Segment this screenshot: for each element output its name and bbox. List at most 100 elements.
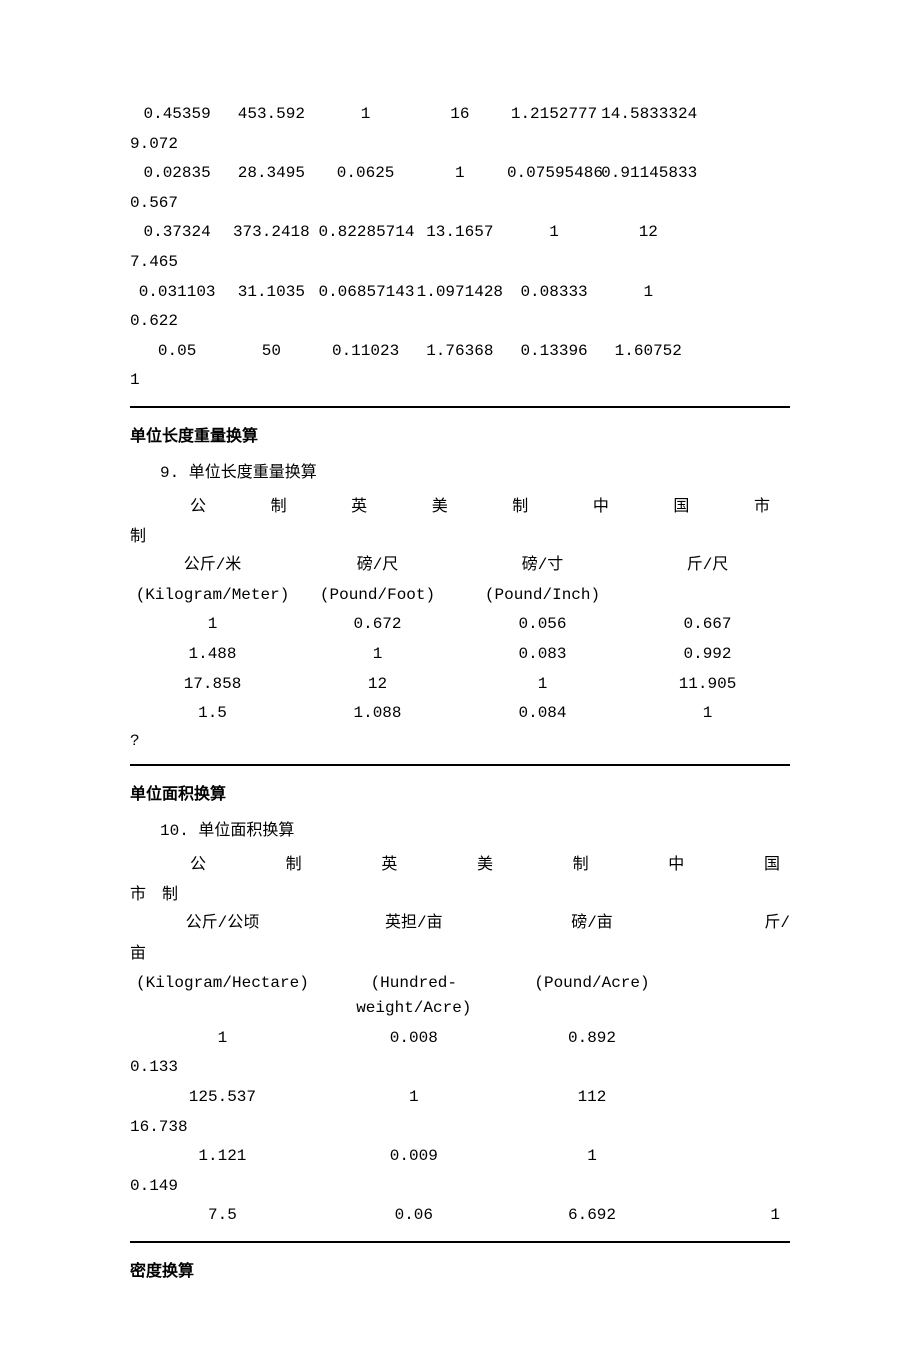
- cell: 0.07595486: [507, 161, 601, 187]
- cell: [695, 161, 789, 187]
- unit: 公斤/公顷: [130, 911, 315, 937]
- sys-char: 中: [668, 852, 684, 878]
- header-units: 公斤/米 磅/尺 磅/寸 斤/尺: [130, 551, 790, 581]
- cell: 1.0971428: [413, 280, 507, 306]
- table-row: 1 0.672 0.056 0.667: [130, 610, 790, 640]
- cell: 0.82285714: [318, 220, 412, 246]
- unit: 磅/尺: [295, 553, 460, 579]
- cell: 112: [513, 1085, 671, 1111]
- section-density: 密度换算: [130, 1251, 790, 1287]
- cell: 0.672: [295, 612, 460, 638]
- cell: 0.13396: [507, 339, 601, 365]
- weight-table: 0.45359 453.592 1 16 1.2152777 14.583332…: [130, 100, 790, 396]
- cell: [671, 1085, 790, 1111]
- unit-en: [625, 583, 790, 609]
- cell: 0.008: [315, 1026, 513, 1052]
- section-length-weight: 单位长度重量换算 9. 单位长度重量换算 公 制 英 美 制 中 国 市 制 公…: [130, 416, 790, 754]
- cell: 0.45359: [130, 102, 224, 128]
- cell: 1.60752: [601, 339, 695, 365]
- cell: 1: [130, 1026, 315, 1052]
- cell: 1: [513, 1144, 671, 1170]
- table-row: 1.121 0.009 1: [130, 1142, 790, 1172]
- cell: 1.76368: [413, 339, 507, 365]
- header-units-wrap: 亩: [130, 939, 790, 969]
- cell: 14.5833324: [601, 102, 695, 128]
- table-row: 17.858 12 1 11.905: [130, 670, 790, 700]
- cell: 6.692: [513, 1203, 671, 1229]
- cell: 0.031103: [130, 280, 224, 306]
- cell: 0.892: [513, 1026, 671, 1052]
- cell: 1: [295, 642, 460, 668]
- unit: 磅/亩: [513, 911, 671, 937]
- cell: 0.06: [315, 1203, 513, 1229]
- section-subtitle: 9. 单位长度重量换算: [130, 452, 790, 492]
- cell: 7.5: [130, 1203, 315, 1229]
- sys-char: 英: [381, 852, 397, 878]
- header-systems-wrap: 制: [130, 522, 790, 552]
- sys-char: 制: [286, 852, 302, 878]
- sys-char: 公: [190, 852, 206, 878]
- table-row: 1 0.008 0.892: [130, 1024, 790, 1054]
- sys-char: 国: [764, 852, 780, 878]
- cell: 0.37324: [130, 220, 224, 246]
- table-row: 0.02835 28.3495 0.0625 1 0.07595486 0.91…: [130, 159, 790, 189]
- wrap-value: 0.133: [130, 1053, 790, 1083]
- cell: 1: [130, 612, 295, 638]
- wrap-value: 0.622: [130, 307, 790, 337]
- cell: 0.06857143: [318, 280, 412, 306]
- cell: 16: [413, 102, 507, 128]
- table-row: 0.45359 453.592 1 16 1.2152777 14.583332…: [130, 100, 790, 130]
- cell: 1.488: [130, 642, 295, 668]
- sys-char: 公: [190, 494, 206, 520]
- cell: [671, 1026, 790, 1052]
- section-subtitle: 10. 单位面积换算: [130, 810, 790, 850]
- header-units-en: (Kilogram/Meter) (Pound/Foot) (Pound/Inc…: [130, 581, 790, 611]
- unit: 磅/寸: [460, 553, 625, 579]
- cell: 125.537: [130, 1085, 315, 1111]
- table-row: 7.5 0.06 6.692 1: [130, 1201, 790, 1231]
- cell: 373.2418: [224, 220, 318, 246]
- cell: 13.1657: [413, 220, 507, 246]
- wrap-value: 1: [130, 366, 790, 396]
- unit-en: (Kilogram/Meter): [130, 583, 295, 609]
- cell: 12: [295, 672, 460, 698]
- sys-char: 市: [754, 494, 770, 520]
- wrap-value: 7.465: [130, 248, 790, 278]
- cell: 1: [318, 102, 412, 128]
- wrap-value: 9.072: [130, 130, 790, 160]
- cell: 1: [460, 672, 625, 698]
- sys-char: 中: [593, 494, 609, 520]
- cell: 453.592: [224, 102, 318, 128]
- cell: 12: [601, 220, 695, 246]
- cell: 1.121: [130, 1144, 315, 1170]
- unit-en: (Pound/Acre): [513, 971, 671, 1022]
- cell: 1: [671, 1203, 790, 1229]
- header-units: 公斤/公顷 英担/亩 磅/亩 斤/: [130, 909, 790, 939]
- header-systems: 公 制 英 美 制 中 国 市: [130, 492, 790, 522]
- header-units-en: (Kilogram/Hectare) (Hundred-weight/Acre)…: [130, 969, 790, 1024]
- wrap-value: 0.567: [130, 189, 790, 219]
- cell: 0.056: [460, 612, 625, 638]
- cell: 11.905: [625, 672, 790, 698]
- cell: 0.084: [460, 701, 625, 727]
- cell: 31.1035: [224, 280, 318, 306]
- sys-char: 美: [432, 494, 448, 520]
- unit-en: (Hundred-weight/Acre): [315, 971, 513, 1022]
- header-systems-wrap: 市 制: [130, 880, 790, 910]
- cell: 1.2152777: [507, 102, 601, 128]
- cell: 0.009: [315, 1144, 513, 1170]
- section-area: 单位面积换算 10. 单位面积换算 公 制 英 美 制 中 国 市 制 公斤/公…: [130, 774, 790, 1231]
- cell: 17.858: [130, 672, 295, 698]
- sys-char: 美: [477, 852, 493, 878]
- section-heading: 单位长度重量换算: [130, 416, 790, 452]
- cell: 0.992: [625, 642, 790, 668]
- unit-en: (Pound/Foot): [295, 583, 460, 609]
- table-row: 0.05 50 0.11023 1.76368 0.13396 1.60752: [130, 337, 790, 367]
- unit-en: (Pound/Inch): [460, 583, 625, 609]
- sys-char: 制: [573, 852, 589, 878]
- cell: [695, 102, 789, 128]
- cell: 1.5: [130, 701, 295, 727]
- cell: 1: [601, 280, 695, 306]
- sys-char: 国: [673, 494, 689, 520]
- cell: 1: [625, 701, 790, 727]
